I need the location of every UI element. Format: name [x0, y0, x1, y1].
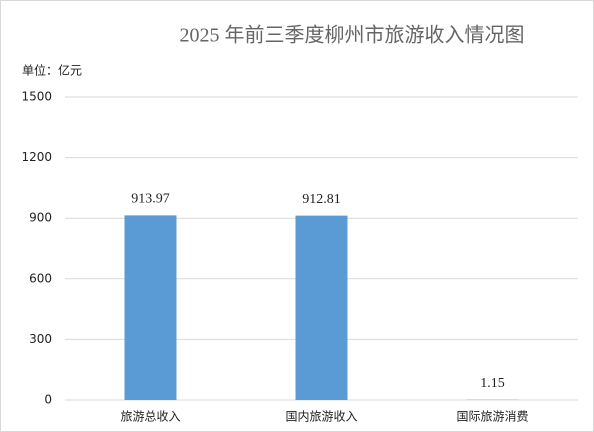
y-tick-label: 1200 [21, 150, 52, 164]
bar [124, 215, 177, 400]
x-tick-label: 国内旅游收入 [285, 410, 357, 424]
y-tick-label: 0 [44, 393, 52, 407]
x-tick-label: 国际旅游消费 [456, 410, 528, 424]
chart-title: 2025 年前三季度柳州市旅游收入情况图 [180, 24, 525, 47]
x-tick-label: 旅游总收入 [120, 410, 180, 424]
data-label: 1.15 [480, 376, 505, 391]
bar [295, 215, 348, 400]
unit-label: 单位：亿元 [22, 63, 82, 78]
data-label: 913.97 [131, 192, 170, 207]
y-tick-label: 900 [29, 211, 52, 225]
data-label: 912.81 [302, 192, 341, 207]
y-tick-label: 1500 [21, 90, 52, 104]
y-tick-label: 600 [29, 271, 52, 285]
y-tick-label: 300 [29, 332, 52, 346]
